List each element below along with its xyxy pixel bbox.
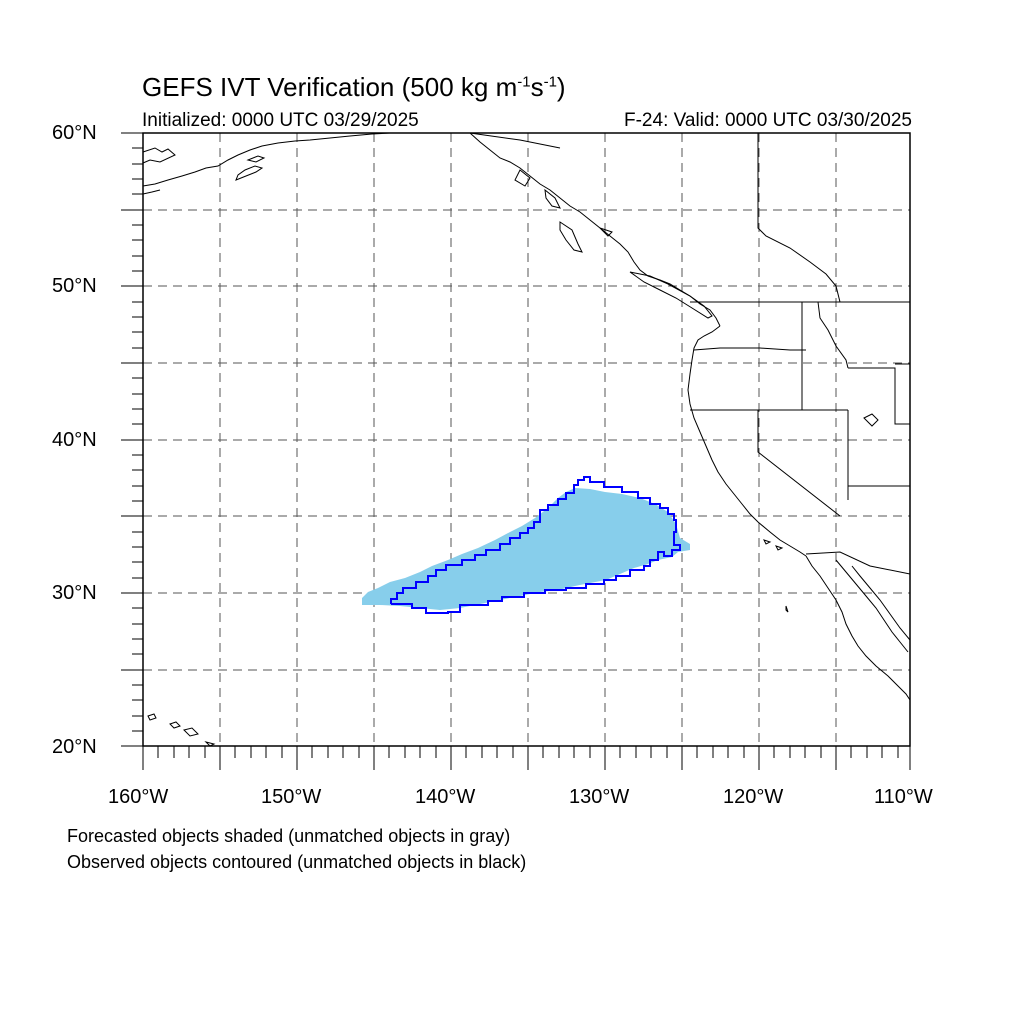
lat-ticks — [121, 132, 143, 747]
lon-label-130w: 130°W — [569, 786, 630, 808]
lon-label-150w: 150°W — [261, 786, 322, 808]
lon-label-110w: 110°W — [874, 786, 933, 808]
lon-label-140w: 140°W — [415, 786, 476, 808]
observed-object-contour — [390, 476, 681, 614]
lon-label-160w: 160°W — [108, 786, 169, 808]
lat-label-40n: 40°N — [52, 429, 97, 451]
footnote-observed: Observed objects contoured (unmatched ob… — [67, 852, 527, 872]
lat-label-50n: 50°N — [52, 275, 97, 297]
coastlines — [142, 132, 911, 747]
lon-label-120w: 120°W — [723, 786, 784, 808]
lat-label-20n: 20°N — [52, 736, 97, 758]
lat-label-60n: 60°N — [52, 122, 97, 144]
valid-time-label: F-24: Valid: 0000 UTC 03/30/2025 — [624, 110, 912, 131]
footnote-forecast: Forecasted objects shaded (unmatched obj… — [67, 826, 511, 846]
lat-label-30n: 30°N — [52, 582, 97, 604]
initialized-label: Initialized: 0000 UTC 03/29/2025 — [142, 110, 419, 131]
plot-title: GEFS IVT Verification (500 kg m-1s-1) — [142, 72, 566, 102]
lon-ticks — [142, 746, 911, 770]
forecast-object — [362, 488, 690, 610]
grid — [143, 133, 910, 746]
political-boundaries — [469, 132, 911, 575]
